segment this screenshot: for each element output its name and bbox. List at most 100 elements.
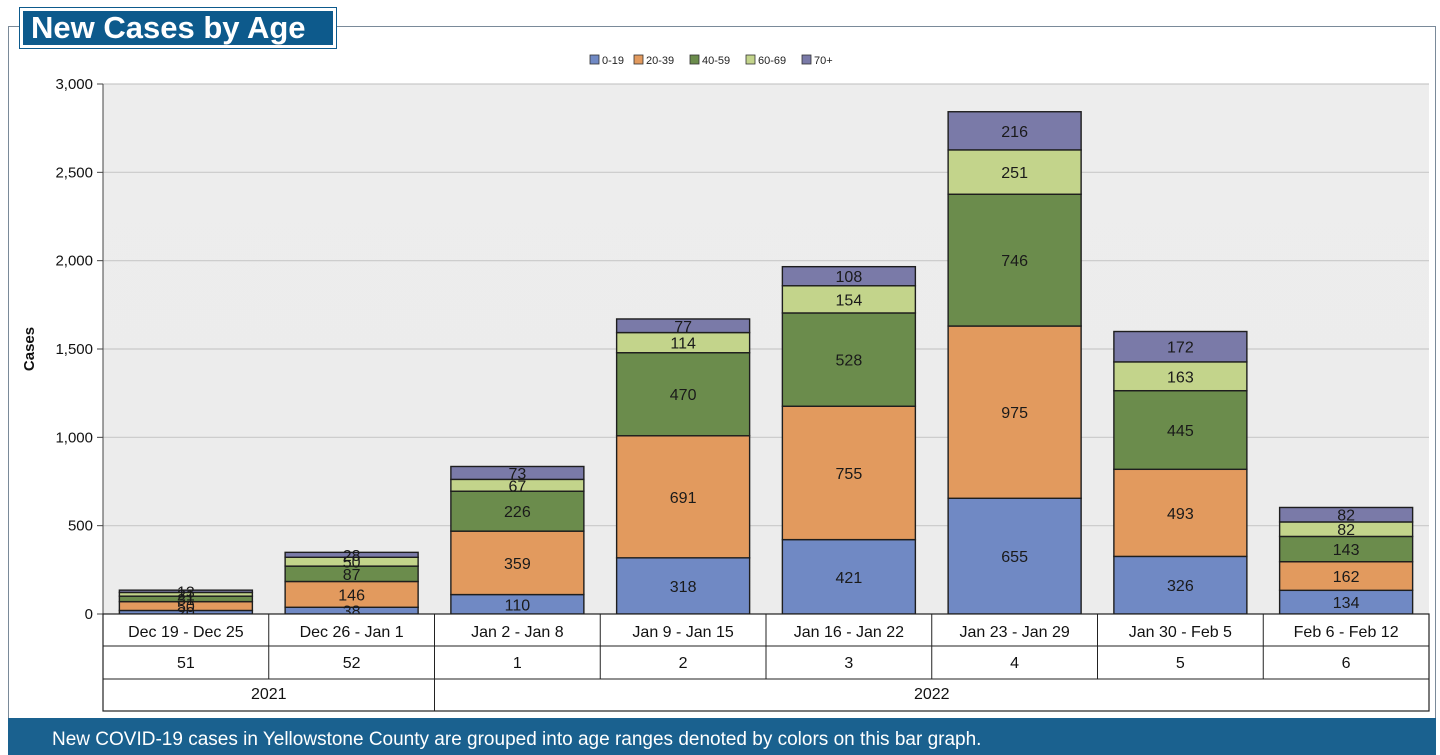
data-label: 470: [670, 387, 697, 404]
bar-segment: [450, 530, 585, 596]
bar-segment: [781, 312, 917, 407]
bar-segment: [615, 318, 751, 334]
legend-swatch: [589, 54, 600, 65]
bar-segment: [1278, 561, 1414, 592]
bar-segment: [284, 551, 419, 558]
data-label: 21: [177, 587, 195, 604]
y-axis: 0 500 1,000 1,500 2,000 2,500 3,000: [55, 76, 104, 623]
data-label: 87: [343, 567, 361, 584]
data-label: 755: [836, 466, 863, 483]
legend: 0-19 20-39 40-59 60-69 70+: [589, 54, 833, 67]
bar-segment: [947, 325, 1082, 499]
bar-segment: [947, 111, 1082, 151]
data-label: 318: [670, 579, 697, 596]
data-label: 108: [836, 269, 863, 286]
bar-segment: [118, 589, 254, 594]
year-label: 2022: [914, 686, 950, 703]
y-tick-label: 0: [85, 606, 93, 623]
bar-segment: [781, 265, 917, 287]
data-label: 143: [1333, 542, 1360, 559]
data-label: 163: [1167, 369, 1194, 386]
data-label: 226: [504, 504, 531, 521]
legend-swatch: [689, 54, 700, 65]
bar-segment: [947, 193, 1082, 327]
data-label: 31: [177, 592, 195, 609]
data-label: 421: [836, 570, 863, 587]
x-tick-label: Jan 30 - Feb 5: [1129, 624, 1232, 641]
data-label: 77: [674, 319, 692, 336]
bar-segment: [1278, 506, 1414, 523]
y-tick-label: 2,000: [55, 253, 93, 270]
chart-frame: [8, 26, 1436, 726]
data-label: 110: [505, 597, 531, 614]
bar-segment: [1113, 468, 1248, 558]
year-label: 2021: [251, 686, 287, 703]
data-label: 691: [670, 490, 697, 507]
legend-entry: 40-59: [702, 55, 730, 67]
data-label: 172: [1167, 340, 1194, 357]
legend-entry: 20-39: [646, 55, 674, 67]
legend-swatch: [745, 54, 756, 65]
week-label: 3: [844, 655, 853, 672]
legend-swatch: [801, 54, 812, 65]
bar-segment: [450, 465, 585, 481]
x-tick-label: Jan 2 - Jan 8: [471, 624, 564, 641]
week-label: 5: [1176, 655, 1185, 672]
data-label: 50: [177, 599, 195, 616]
x-tick-label: Jan 16 - Jan 22: [794, 624, 904, 641]
legend-entry: 60-69: [758, 55, 786, 67]
data-label: 655: [1001, 549, 1028, 566]
data-label: 154: [836, 292, 863, 309]
bar-segment: [947, 149, 1082, 195]
week-label: 2: [679, 655, 688, 672]
data-label: 13: [177, 584, 195, 601]
x-tick-label: Dec 26 - Jan 1: [300, 624, 404, 641]
week-label: 4: [1010, 655, 1019, 672]
data-label: 28: [343, 548, 361, 565]
data-label: 746: [1001, 253, 1028, 270]
chart-title: New Cases by Age: [19, 7, 337, 49]
data-label: 216: [1001, 124, 1028, 141]
data-label: 445: [1167, 423, 1194, 440]
data-label: 493: [1167, 506, 1194, 523]
week-label: 52: [343, 655, 361, 672]
data-label: 975: [1001, 405, 1028, 422]
week-label: 6: [1342, 655, 1351, 672]
footer-caption: New COVID-19 cases in Yellowstone County…: [8, 718, 1436, 755]
legend-entry: 0-19: [602, 55, 624, 67]
data-label: 162: [1333, 569, 1360, 586]
legend-entry: 70+: [814, 55, 833, 67]
week-label: 51: [177, 655, 195, 672]
y-tick-label: 1,500: [55, 341, 93, 358]
bar-segment: [1113, 330, 1248, 363]
data-label: 359: [504, 556, 531, 573]
bar-segment: [450, 490, 585, 532]
x-tick-label: Feb 6 - Feb 12: [1294, 624, 1399, 641]
legend-swatch: [633, 54, 644, 65]
bar-segment: [1113, 389, 1248, 471]
data-label: 528: [836, 353, 863, 370]
bar-segment: [781, 405, 917, 541]
y-tick-label: 500: [68, 518, 93, 535]
data-label: 82: [1337, 522, 1355, 539]
x-tick-label: Jan 9 - Jan 15: [632, 624, 734, 641]
x-tick-label: Jan 23 - Jan 29: [959, 624, 1069, 641]
y-axis-label: Cases: [21, 327, 38, 371]
data-label: 50: [343, 555, 361, 572]
data-label: 326: [1167, 578, 1194, 595]
data-label: 82: [1337, 508, 1355, 525]
data-label: 146: [338, 587, 365, 604]
week-label: 1: [513, 655, 522, 672]
x-tick-label: Dec 19 - Dec 25: [128, 624, 244, 641]
bar-segment: [284, 580, 419, 608]
bar-segment: [615, 557, 751, 615]
data-label: 73: [508, 466, 526, 483]
data-label: 67: [508, 478, 526, 495]
data-label: 251: [1001, 165, 1028, 182]
data-label: 134: [1333, 595, 1360, 612]
stacked-bar-chart: 0 500 1,000 1,500 2,000 2,500 3,000 Cases 0-19…: [21, 54, 1430, 712]
bar-segment: [1113, 555, 1248, 615]
bar-segment: [615, 435, 751, 559]
y-tick-label: 1,000: [55, 429, 93, 446]
